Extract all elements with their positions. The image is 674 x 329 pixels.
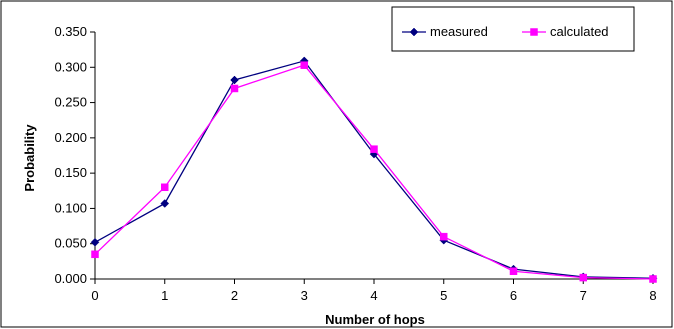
y-tick-label: 0.350 [54, 24, 87, 39]
x-tick-label: 6 [510, 288, 517, 303]
x-tick-label: 2 [231, 288, 238, 303]
data-point-measured [160, 199, 170, 208]
data-point-calculated [91, 250, 99, 259]
data-point-measured [90, 237, 100, 247]
y-tick-label: 0.150 [54, 165, 87, 180]
y-tick-label: 0.300 [54, 59, 87, 74]
data-point-measured [230, 75, 239, 85]
data-point-calculated [161, 183, 169, 192]
data-point-calculated [440, 232, 448, 241]
y-tick-label: 0.000 [54, 271, 87, 286]
x-tick-label: 3 [301, 288, 308, 303]
legend-label-calculated: calculated [550, 24, 609, 39]
data-point-calculated [649, 275, 657, 283]
legend-marker [409, 27, 419, 37]
x-tick-label: 8 [649, 288, 656, 303]
legend-box [391, 6, 635, 52]
y-tick-label: 0.100 [54, 200, 87, 215]
y-axis-title: Probability [22, 124, 37, 192]
data-point-calculated [579, 273, 587, 282]
data-point-calculated [300, 61, 308, 69]
legend-marker [530, 28, 538, 36]
data-point-calculated [370, 145, 378, 153]
x-axis-title: Number of hops [325, 312, 425, 327]
x-tick-label: 0 [91, 288, 98, 303]
y-tick-label: 0.200 [54, 130, 87, 145]
x-tick-label: 7 [580, 288, 587, 303]
x-tick-label: 4 [370, 288, 377, 303]
x-tick-label: 5 [440, 288, 447, 303]
legend: measured calculated [391, 6, 635, 52]
legend-label-measured: measured [430, 24, 488, 39]
data-point-calculated [230, 84, 239, 93]
plot-area: 0.000 0.050 0.100 0.150 0.200 0.250 0.300 0.350… [54, 24, 658, 303]
y-tick-label: 0.250 [54, 95, 87, 110]
data-point-calculated [509, 267, 518, 275]
x-tick-label: 1 [161, 288, 168, 303]
y-tick-label: 0.050 [54, 236, 87, 251]
